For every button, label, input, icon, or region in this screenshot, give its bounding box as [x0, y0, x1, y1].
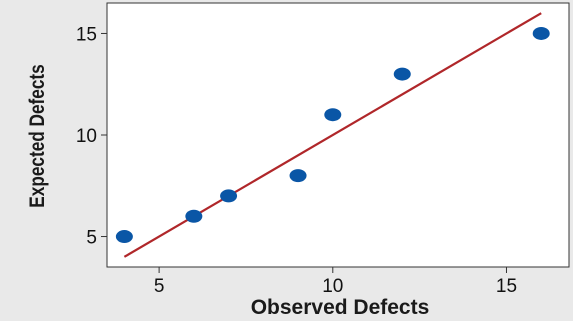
data-point: [393, 67, 411, 81]
x-tick-label: 15: [496, 276, 517, 297]
data-point: [185, 209, 203, 223]
y-tick-label: 10: [76, 126, 97, 147]
data-point: [220, 189, 238, 203]
data-point: [324, 108, 342, 122]
data-point: [289, 169, 307, 183]
y-tick-label: 15: [76, 24, 97, 45]
y-tick-label: 5: [86, 228, 97, 249]
x-axis-label: Observed Defects: [251, 296, 430, 319]
x-tick-label: 10: [322, 276, 343, 297]
y-axis-ticks: 5 10 15: [76, 24, 107, 249]
y-axis-label: Expected Defects: [27, 64, 50, 207]
data-points: [115, 26, 550, 244]
x-axis-ticks: 5 10 15: [154, 267, 517, 297]
x-tick-label: 5: [154, 276, 165, 297]
data-point: [532, 26, 550, 40]
data-point: [115, 230, 133, 244]
